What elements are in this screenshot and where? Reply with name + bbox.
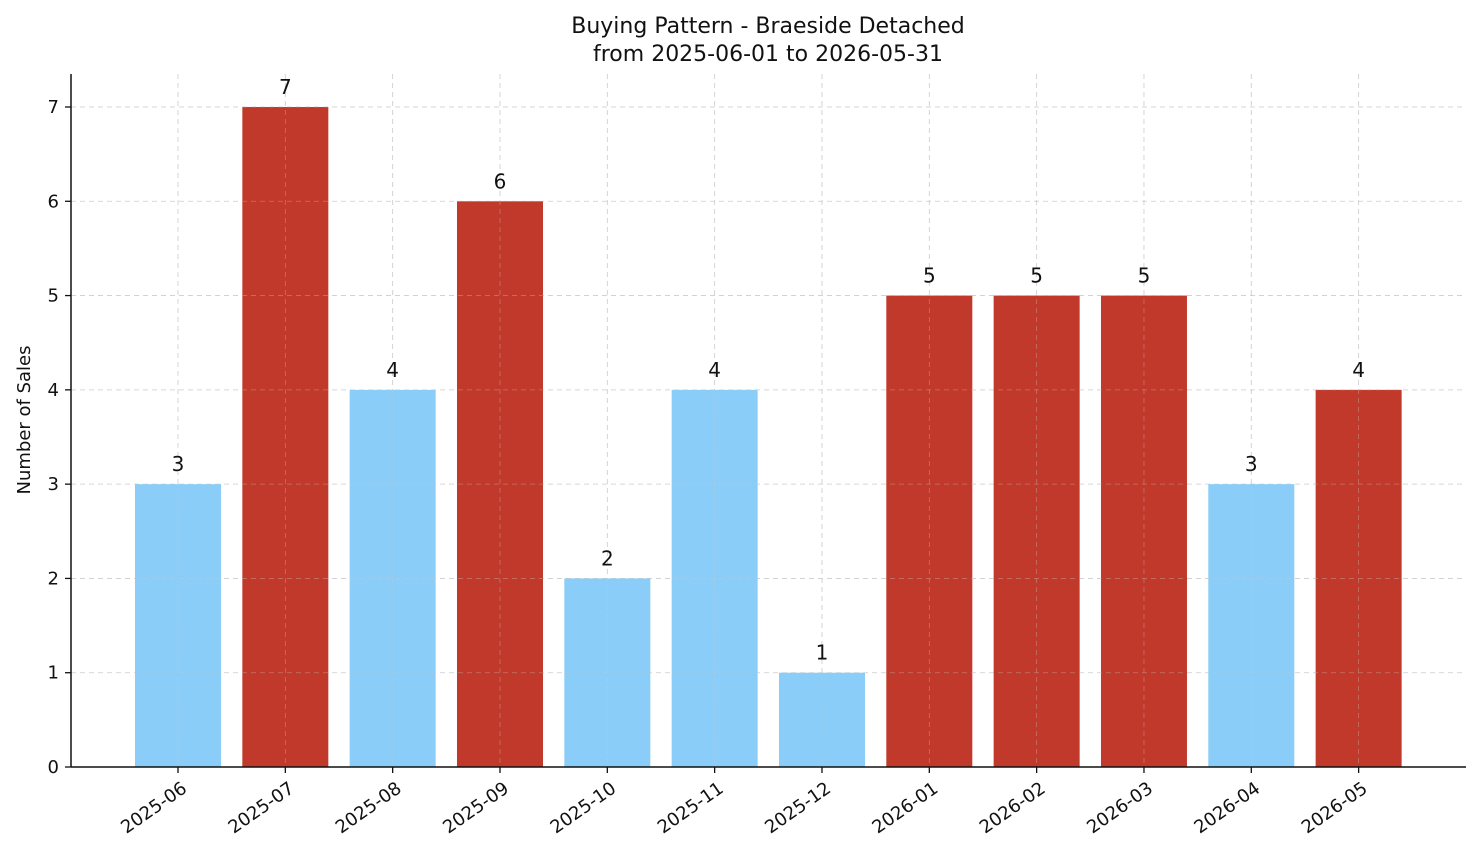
x-tick-label-2026-04: 2026-04 bbox=[1191, 778, 1265, 838]
x-tick-label-2026-03: 2026-03 bbox=[1083, 778, 1157, 838]
bar-2025-08 bbox=[349, 389, 436, 767]
y-tick-label-3: 3 bbox=[48, 474, 59, 495]
data-label-2026-01: 5 bbox=[923, 264, 936, 288]
x-tick-label-2026-05: 2026-05 bbox=[1298, 778, 1372, 838]
x-tick-label-2025-09: 2025-09 bbox=[439, 778, 513, 838]
x-tick-label-2025-06: 2025-06 bbox=[117, 778, 191, 838]
bar-2026-04 bbox=[1208, 484, 1295, 767]
x-tick-label-2025-12: 2025-12 bbox=[761, 778, 835, 838]
x-tick-label-2026-01: 2026-01 bbox=[869, 778, 943, 838]
data-label-2025-09: 6 bbox=[494, 169, 507, 193]
y-tick-label-2: 2 bbox=[48, 568, 59, 589]
y-tick-label-6: 6 bbox=[48, 191, 59, 212]
data-label-2026-02: 5 bbox=[1030, 264, 1043, 288]
data-label-2025-12: 1 bbox=[816, 641, 829, 665]
bar-2025-09 bbox=[456, 201, 543, 768]
data-label-2026-05: 4 bbox=[1352, 358, 1365, 382]
bars bbox=[135, 107, 1402, 768]
bar-2025-11 bbox=[671, 389, 758, 767]
x-tick-label-2025-11: 2025-11 bbox=[654, 778, 728, 838]
x-tick-label-2026-02: 2026-02 bbox=[976, 778, 1050, 838]
data-label-2025-10: 2 bbox=[601, 546, 614, 570]
bar-2026-01 bbox=[886, 295, 973, 767]
chart-title: Buying Pattern - Braeside Detached bbox=[571, 14, 965, 39]
y-tick-label-4: 4 bbox=[48, 380, 59, 401]
bar-2025-12 bbox=[778, 672, 865, 767]
y-axis-label: Number of Sales bbox=[14, 345, 35, 494]
bar-2026-05 bbox=[1315, 389, 1402, 767]
bar-2026-03 bbox=[1100, 295, 1187, 767]
data-label-2025-11: 4 bbox=[708, 358, 721, 382]
y-tick-label-5: 5 bbox=[48, 286, 59, 307]
bar-2025-07 bbox=[242, 107, 329, 767]
x-tick-label-2025-10: 2025-10 bbox=[547, 778, 621, 838]
data-labels: 3 7 4 6 2 4 1 5 5 5 3 4 bbox=[172, 75, 1365, 665]
x-tick-label-2025-08: 2025-08 bbox=[332, 778, 406, 838]
bar-2026-02 bbox=[993, 295, 1080, 767]
data-label-2025-06: 3 bbox=[172, 452, 185, 476]
bar-2025-10 bbox=[564, 578, 651, 767]
bar-2025-06 bbox=[135, 484, 221, 767]
chart-subtitle: from 2025-06-01 to 2026-05-31 bbox=[593, 42, 943, 67]
y-tick-label-0: 0 bbox=[48, 757, 59, 778]
data-label-2025-08: 4 bbox=[386, 358, 399, 382]
y-tick-label-7: 7 bbox=[48, 97, 59, 118]
data-label-2025-07: 7 bbox=[279, 75, 292, 99]
data-label-2026-04: 3 bbox=[1245, 452, 1258, 476]
y-tick-label-1: 1 bbox=[48, 663, 59, 684]
x-tick-label-2025-07: 2025-07 bbox=[225, 778, 299, 838]
data-label-2026-03: 5 bbox=[1138, 264, 1151, 288]
